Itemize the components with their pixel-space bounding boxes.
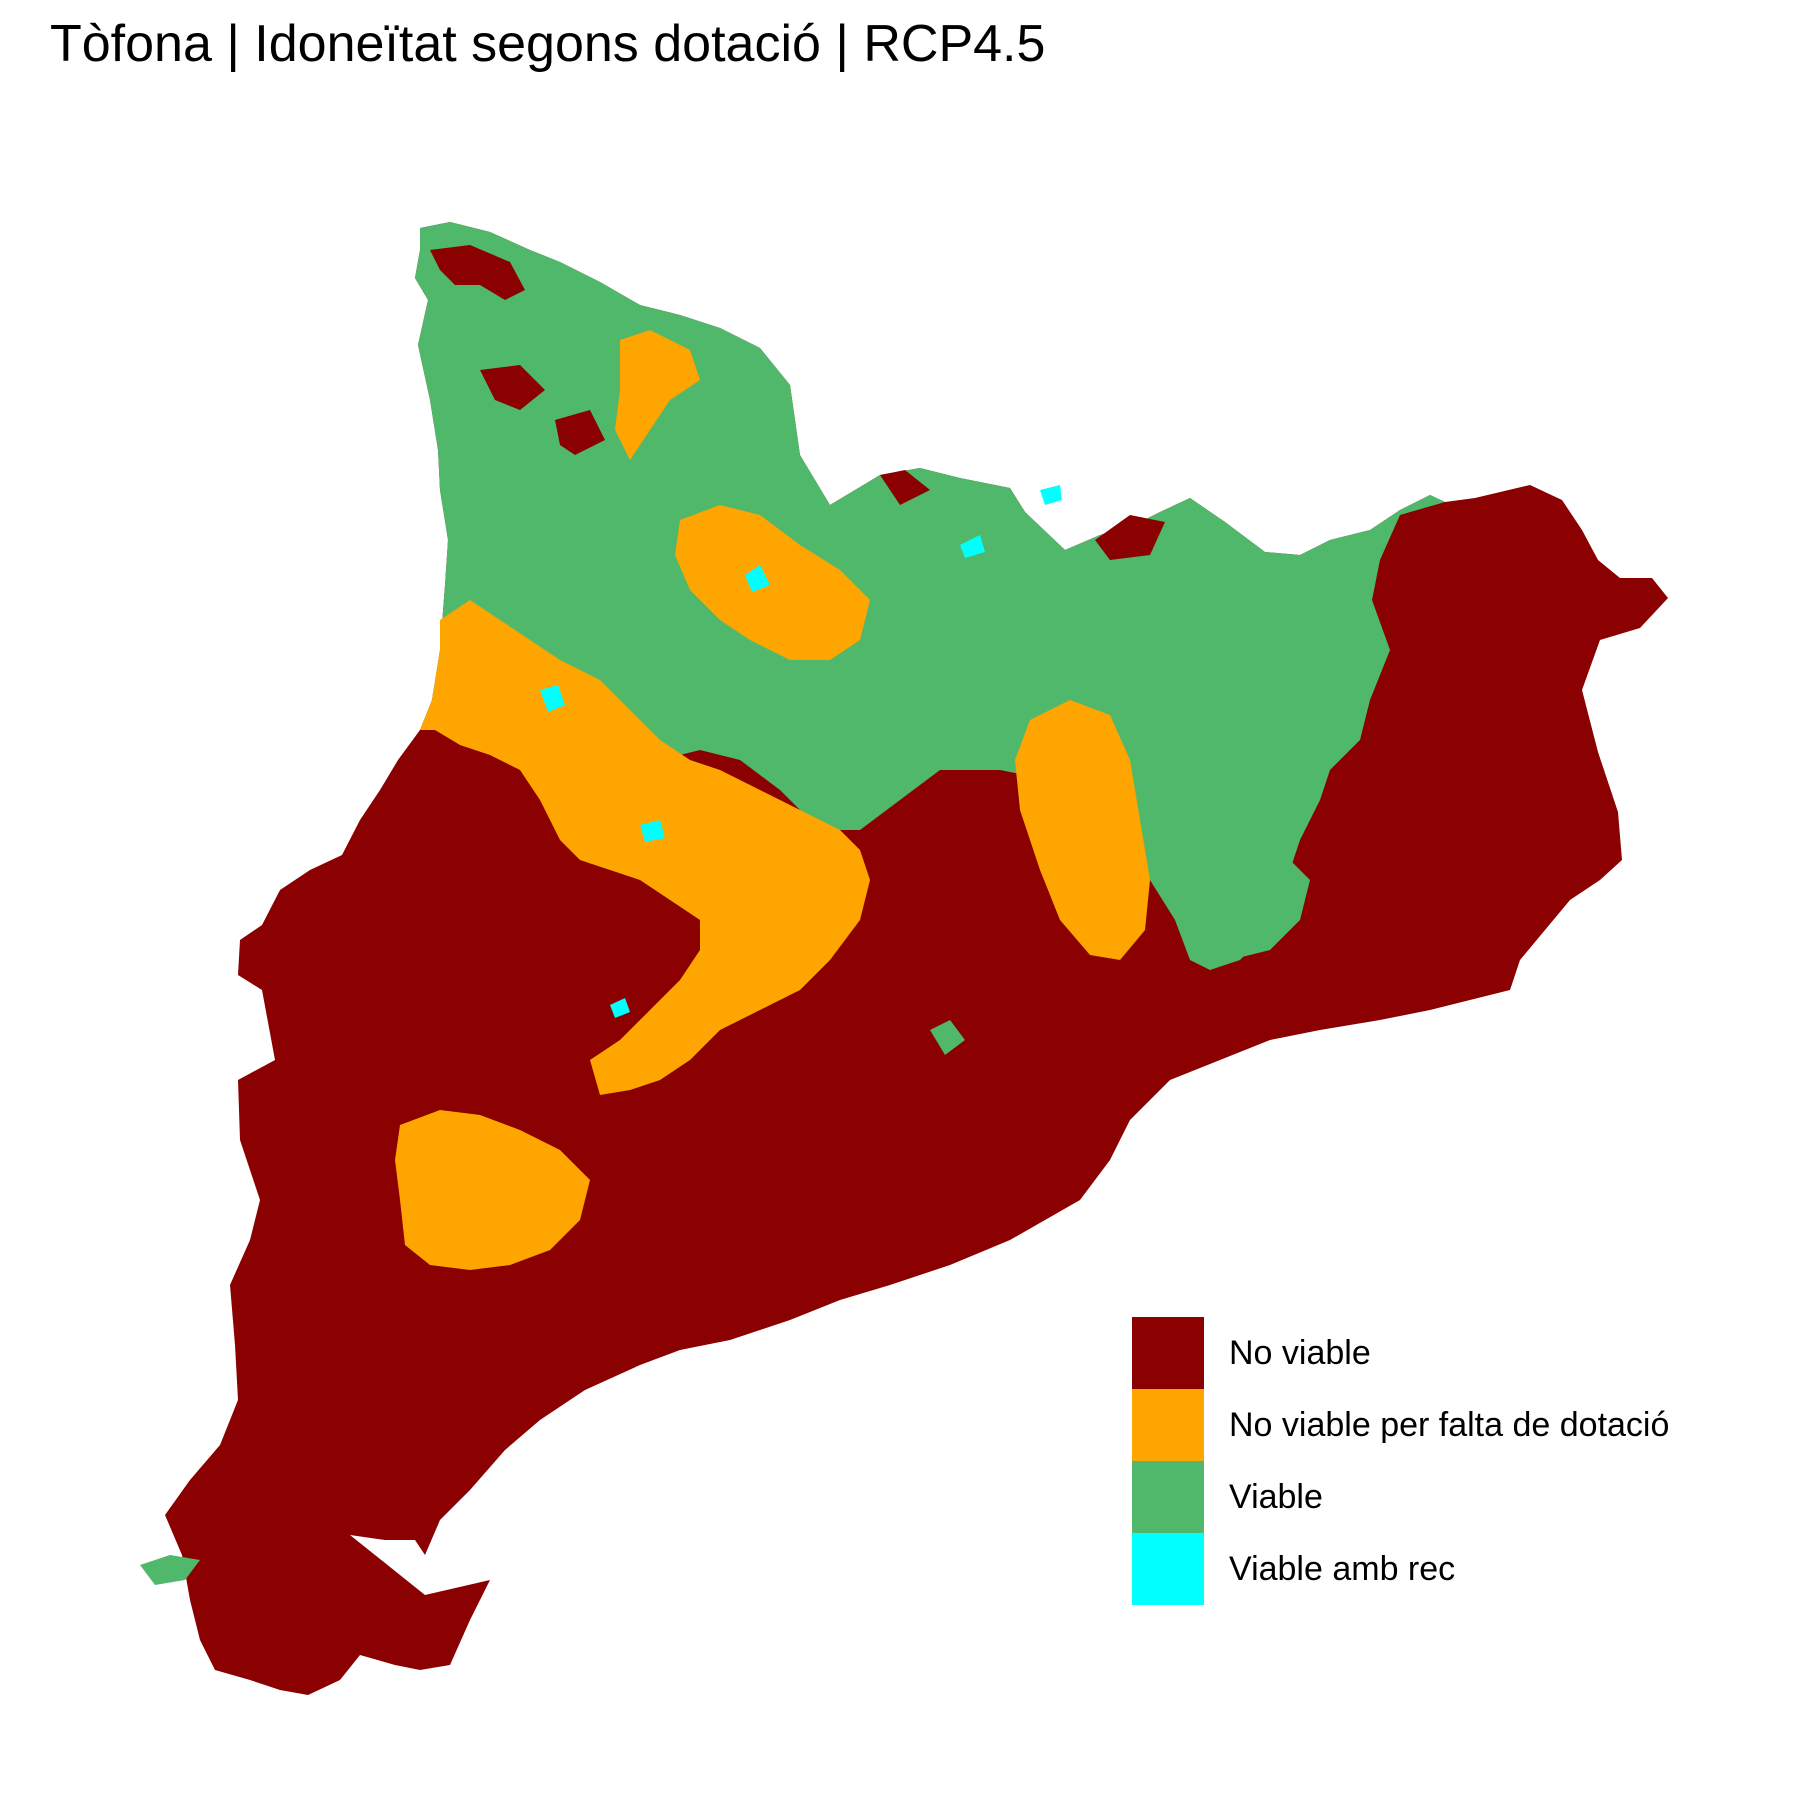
region-no-viable — [165, 222, 1668, 1695]
legend-swatch-viable — [1132, 1461, 1204, 1533]
legend-swatch-no-viable-dotacio — [1132, 1389, 1204, 1461]
legend-label-viable: Viable — [1229, 1478, 1323, 1516]
region-no-viable-pyrenees-lake — [480, 365, 545, 410]
legend-label-no-viable: No viable — [1229, 1334, 1371, 1372]
region-viable-rec-1 — [540, 685, 565, 712]
region-no-dotacio-central — [675, 505, 870, 660]
region-no-viable-pyrenees-west — [430, 245, 525, 300]
region-viable-rec-2 — [745, 565, 770, 592]
region-viable-rec-4 — [1040, 485, 1062, 505]
map-title: Tòfona | Idoneïtat segons dotació | RCP4… — [50, 15, 1046, 73]
legend-swatch-viable-amb-rec — [1132, 1533, 1204, 1605]
region-viable-rec-5 — [640, 820, 665, 842]
region-no-dotacio-south — [395, 1110, 590, 1270]
region-viable-patch-south — [930, 1020, 965, 1055]
region-viable-patch-southwest — [140, 1555, 200, 1585]
region-no-viable-pyrenees-center — [555, 410, 605, 455]
legend-swatch-no-viable — [1132, 1317, 1204, 1389]
region-viable-north — [415, 222, 1445, 970]
legend-label-viable-amb-rec: Viable amb rec — [1229, 1550, 1456, 1588]
region-no-dotacio-valley — [615, 330, 700, 460]
region-no-viable-northeast — [1095, 515, 1165, 560]
region-viable-rec-6 — [610, 998, 630, 1018]
region-no-dotacio-west — [420, 600, 870, 1095]
region-viable-montseny — [1195, 840, 1310, 960]
region-viable-rec-3 — [960, 535, 985, 558]
legend-label-no-viable-dotacio: No viable per falta de dotació — [1229, 1406, 1670, 1444]
region-no-viable-north-ridge — [880, 470, 930, 505]
region-no-dotacio-east — [1015, 700, 1150, 960]
